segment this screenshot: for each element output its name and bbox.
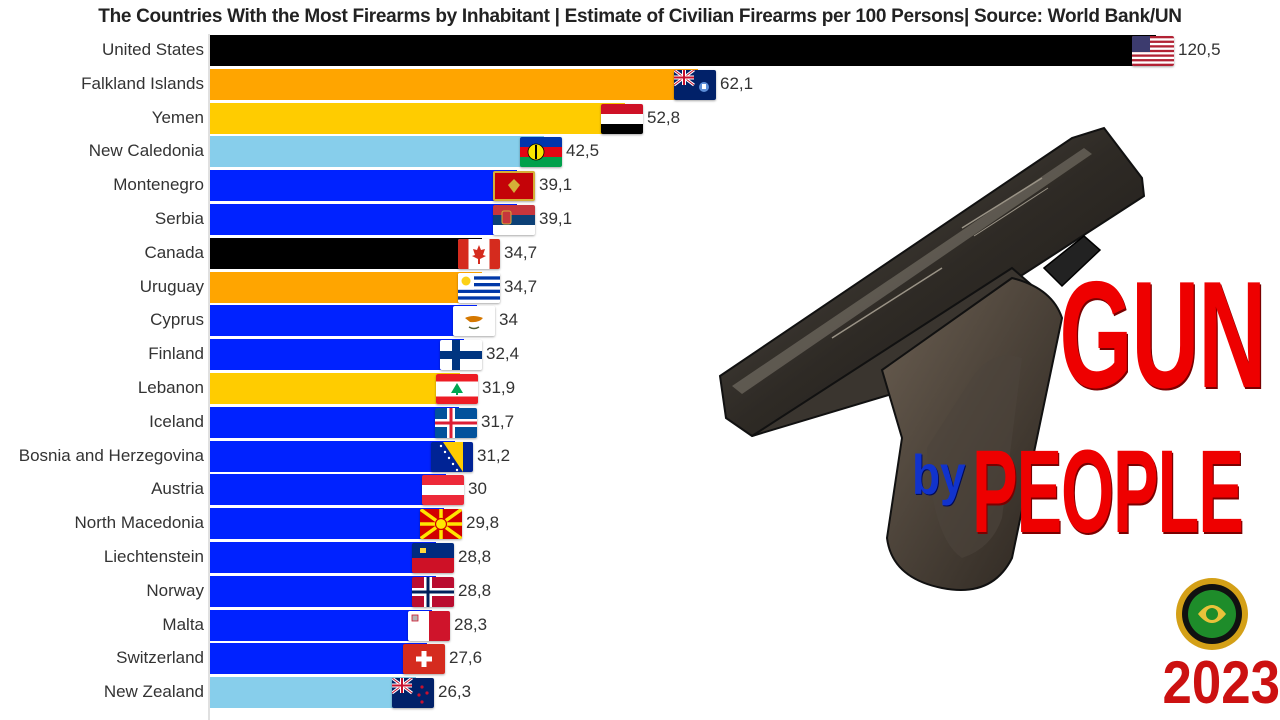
bar	[210, 170, 517, 201]
category-label: Uruguay	[139, 277, 204, 296]
bar	[210, 373, 460, 404]
bar	[210, 204, 517, 235]
bar	[210, 339, 464, 370]
bar	[210, 474, 446, 505]
bar	[210, 677, 416, 708]
flag-iceland-icon	[435, 408, 477, 438]
flag-yemen-icon	[601, 104, 643, 134]
flag-new-zealand-icon	[392, 678, 434, 708]
bar	[210, 136, 544, 167]
category-label: Norway	[146, 581, 204, 600]
flag-liechtenstein-icon	[412, 543, 454, 573]
value-label: 62,1	[720, 74, 754, 93]
bar	[210, 576, 436, 607]
flag-norway-icon	[412, 577, 454, 607]
category-label: Serbia	[154, 209, 204, 228]
category-label: North Macedonia	[74, 513, 204, 532]
bar	[210, 238, 482, 269]
flag-canada-icon	[458, 239, 500, 269]
category-label: Bosnia and Herzegovina	[18, 446, 204, 465]
value-label: 30	[468, 479, 487, 498]
flag-falkland-islands-icon	[674, 70, 716, 100]
value-label: 34,7	[504, 277, 538, 296]
value-label: 31,9	[482, 378, 516, 397]
flag-malta-icon	[408, 611, 450, 641]
headline-people: PEOPLE	[972, 426, 1244, 558]
category-label: Switzerland	[116, 648, 204, 667]
value-label: 31,7	[481, 412, 515, 431]
bar	[210, 407, 459, 438]
bar	[210, 643, 427, 674]
flag-finland-icon	[440, 340, 482, 370]
flag-bosnia-icon	[431, 442, 473, 472]
bar	[210, 272, 482, 303]
category-label: New Caledonia	[88, 141, 204, 160]
headline-by: by	[912, 443, 966, 506]
flag-montenegro-icon	[493, 171, 535, 201]
category-label: Liechtenstein	[103, 547, 204, 566]
category-label: Cyprus	[150, 310, 204, 329]
value-label: 26,3	[438, 682, 472, 701]
value-label: 34,7	[504, 243, 538, 262]
category-label: Montenegro	[113, 175, 204, 194]
channel-logo-icon	[1176, 578, 1248, 650]
category-label: Malta	[162, 615, 204, 634]
value-label: 120,5	[1178, 40, 1221, 59]
category-label: Austria	[151, 479, 204, 498]
bar	[210, 103, 625, 134]
bar	[210, 69, 698, 100]
category-axis-line	[208, 34, 210, 720]
pistol-icon	[718, 126, 1146, 591]
flag-us-icon	[1132, 36, 1174, 66]
bar	[210, 542, 436, 573]
bar	[210, 441, 455, 472]
category-label: Iceland	[149, 412, 204, 431]
category-label: Yemen	[151, 108, 204, 127]
category-label: New Zealand	[103, 682, 204, 701]
flag-uruguay-icon	[458, 273, 500, 303]
value-label: 34	[499, 310, 518, 329]
bar	[210, 508, 444, 539]
flag-serbia-icon	[493, 205, 535, 235]
value-label: 52,8	[647, 108, 681, 127]
value-label: 42,5	[566, 141, 600, 160]
flag-austria-icon	[422, 475, 464, 505]
flag-lebanon-icon	[436, 374, 478, 404]
bar	[210, 610, 432, 641]
chart-title: The Countries With the Most Firearms by …	[98, 6, 1182, 27]
value-label: 28,8	[458, 547, 492, 566]
value-label: 39,1	[539, 175, 573, 194]
category-label: Lebanon	[137, 378, 204, 397]
value-label: 28,3	[454, 615, 488, 634]
flag-new-caledonia-icon	[520, 137, 562, 167]
headline-gun: GUN	[1059, 250, 1266, 420]
category-label: Canada	[144, 243, 204, 262]
value-label: 32,4	[486, 344, 520, 363]
value-label: 31,2	[477, 446, 511, 465]
value-label: 27,6	[449, 648, 483, 667]
bar	[210, 305, 477, 336]
flag-north-macedonia-icon	[420, 509, 462, 539]
year-label: 2023	[1162, 649, 1280, 716]
category-label: United States	[101, 40, 204, 59]
value-label: 39,1	[539, 209, 573, 228]
value-label: 29,8	[466, 513, 500, 532]
flag-switzerland-icon	[403, 644, 445, 674]
category-label: Finland	[148, 344, 204, 363]
flag-cyprus-icon	[453, 306, 495, 336]
bar	[210, 35, 1156, 66]
category-label: Falkland Islands	[81, 74, 204, 93]
value-label: 28,8	[458, 581, 492, 600]
